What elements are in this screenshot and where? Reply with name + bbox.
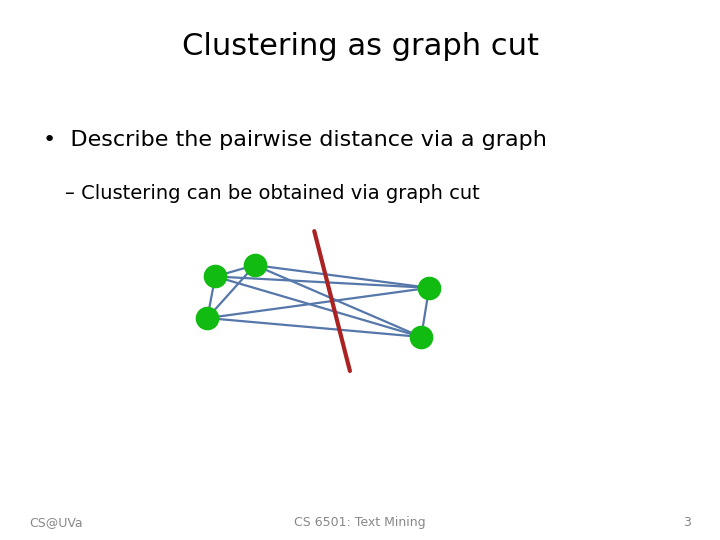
Text: 3: 3 — [683, 516, 691, 529]
Text: – Clustering can be obtained via graph cut: – Clustering can be obtained via graph c… — [65, 184, 480, 202]
Text: CS 6501: Text Mining: CS 6501: Text Mining — [294, 516, 426, 529]
Text: •  Describe the pairwise distance via a graph: • Describe the pairwise distance via a g… — [43, 130, 547, 150]
Text: Clustering as graph cut: Clustering as graph cut — [181, 32, 539, 62]
Text: CS@UVa: CS@UVa — [29, 516, 82, 529]
